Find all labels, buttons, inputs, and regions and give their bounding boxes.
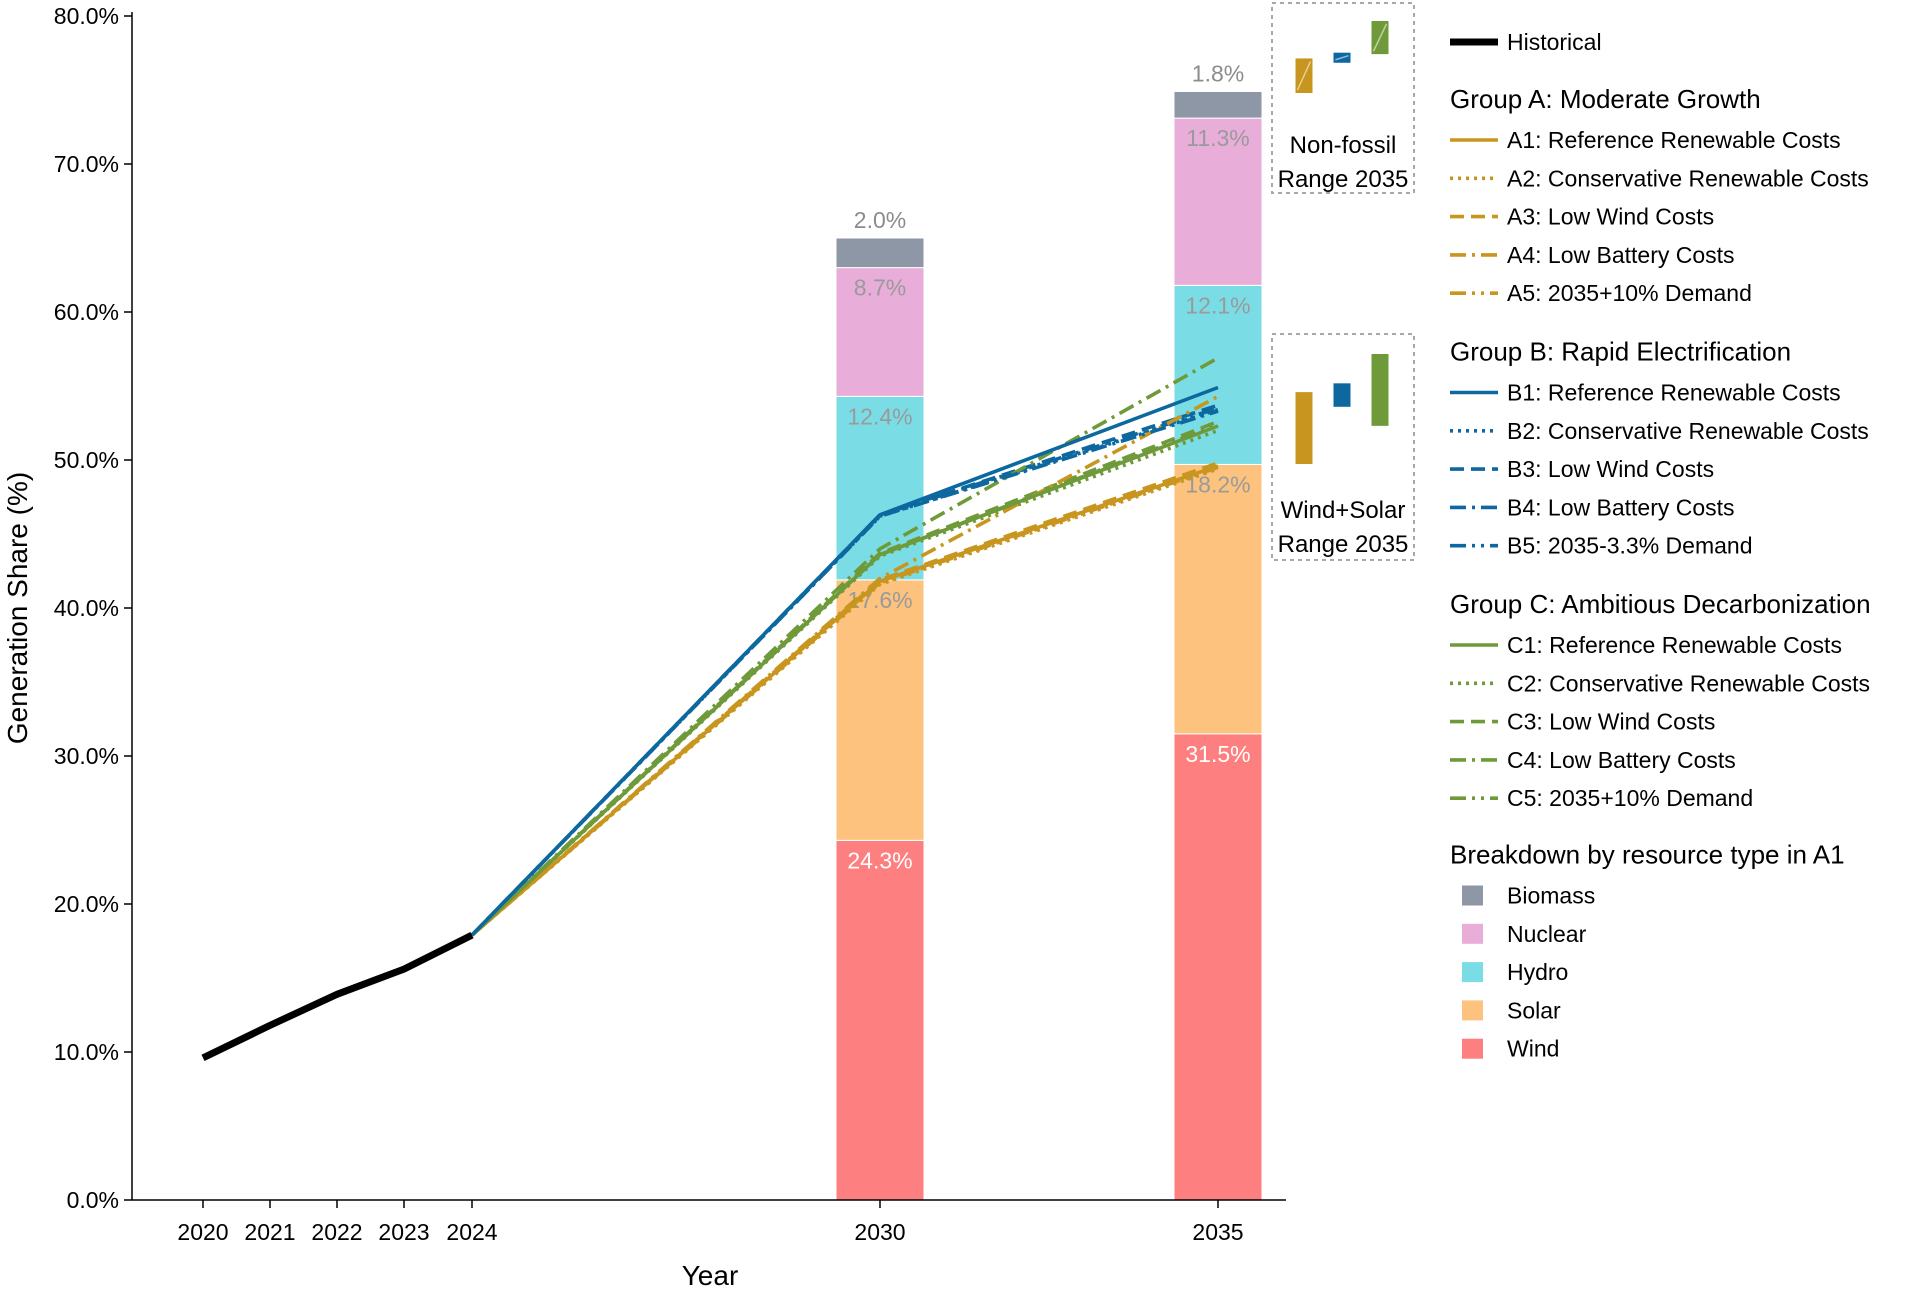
inset-range-bar-b — [1333, 383, 1351, 407]
legend-a3-label: A3: Low Wind Costs — [1507, 204, 1714, 230]
inset-hatch — [1335, 54, 1349, 61]
axes: 0.0% 10.0% 20.0% 30.0% 40.0% 50.0% 60.0% 70.0% 8… — [2, 3, 1286, 1289]
legend: Historical Group A: Moderate Growth A1: Re… — [1450, 29, 1871, 1062]
bar-label-wind-2030: 24.3% — [847, 847, 912, 873]
legend-wind-label: Wind — [1507, 1036, 1559, 1062]
x-tick-label: 2020 — [177, 1219, 228, 1245]
inset-hatch — [1296, 61, 1312, 91]
legend-group-title: Group A: Moderate Growth — [1450, 84, 1761, 114]
legend-c2-label: C2: Conservative Renewable Costs — [1507, 670, 1870, 696]
line-a2 — [470, 467, 1219, 937]
line-a4 — [470, 394, 1219, 937]
inset-range-bar-c — [1371, 354, 1389, 426]
y-tick-label: 0.0% — [67, 1187, 119, 1213]
legend-b4-label: B4: Low Battery Costs — [1507, 494, 1735, 520]
y-axis-title: Generation Share (%) — [2, 472, 33, 744]
line-a1 — [470, 464, 1219, 937]
legend-b1-label: B1: Reference Renewable Costs — [1507, 380, 1841, 406]
y-tick-label: 60.0% — [54, 299, 119, 325]
y-tick-label: 70.0% — [54, 151, 119, 177]
y-tick-label: 40.0% — [54, 595, 119, 621]
inset-title-line: Non-fossil — [1290, 132, 1397, 159]
legend-b3-label: B3: Low Wind Costs — [1507, 456, 1714, 482]
inset-range-bar-a — [1295, 392, 1313, 464]
inset-hatch — [1372, 23, 1388, 52]
legend-c3-label: C3: Low Wind Costs — [1507, 709, 1715, 735]
inset-title-line: Wind+Solar — [1281, 497, 1406, 524]
x-tick-label: 2022 — [311, 1219, 362, 1245]
legend-breakdown-title: Breakdown by resource type in A1 — [1450, 840, 1845, 870]
legend-solar-swatch — [1462, 1000, 1483, 1021]
bar-label-biomass-2030: 2.0% — [854, 207, 906, 233]
stacked-bars: 24.3%17.6%12.4%8.7%2.0%31.5%18.2%12.1%11… — [835, 60, 1263, 1201]
range-insets: Non-fossil Range 2035 Wind+Solar Range 2035 — [1271, 2, 1415, 561]
inset-title-line: Range 2035 — [1278, 531, 1409, 558]
legend-c5-label: C5: 2035+10% Demand — [1507, 785, 1753, 811]
x-tick-label: 2023 — [378, 1219, 429, 1245]
legend-a1-label: A1: Reference Renewable Costs — [1507, 127, 1841, 153]
legend-c4-label: C4: Low Battery Costs — [1507, 747, 1736, 773]
y-tick-label: 30.0% — [54, 743, 119, 769]
x-tick-label: 2035 — [1192, 1219, 1243, 1245]
bar-label-nuclear-2030: 8.7% — [854, 275, 906, 301]
bar-segment-biomass-2035 — [1173, 90, 1263, 119]
legend-hydro-label: Hydro — [1507, 959, 1568, 985]
legend-group-title: Group C: Ambitious Decarbonization — [1450, 589, 1871, 619]
line-c1 — [470, 424, 1219, 937]
legend-a4-label: A4: Low Battery Costs — [1507, 242, 1735, 268]
legend-a2-label: A2: Conservative Renewable Costs — [1507, 165, 1869, 191]
legend-b5-label: B5: 2035-3.3% Demand — [1507, 533, 1753, 559]
bar-segment-solar-2035 — [1173, 463, 1263, 735]
x-tick-label: 2024 — [446, 1219, 497, 1245]
inset-non-fossil: Non-fossil Range 2035 — [1271, 2, 1415, 194]
inset-frame — [1271, 2, 1415, 194]
legend-b2-label: B2: Conservative Renewable Costs — [1507, 418, 1869, 444]
legend-nuclear-swatch — [1462, 923, 1483, 944]
legend-biomass-swatch — [1462, 885, 1483, 906]
inset-frame — [1271, 333, 1415, 561]
legend-wind-swatch — [1462, 1038, 1483, 1059]
line-b5 — [470, 406, 1219, 937]
legend-c1-label: C1: Reference Renewable Costs — [1507, 632, 1842, 658]
y-tick-label: 20.0% — [54, 891, 119, 917]
legend-biomass-label: Biomass — [1507, 883, 1595, 909]
x-tick-label: 2021 — [244, 1219, 295, 1245]
legend-solar-label: Solar — [1507, 997, 1561, 1023]
legend-hydro-swatch — [1462, 962, 1483, 983]
bar-label-biomass-2035: 1.8% — [1192, 60, 1244, 86]
x-tick-label: 2030 — [854, 1219, 905, 1245]
legend-historical-label: Historical — [1507, 29, 1602, 55]
y-tick-label: 50.0% — [54, 447, 119, 473]
legend-group-title: Group B: Rapid Electrification — [1450, 337, 1791, 367]
line-historical — [201, 931, 474, 1062]
bar-label-nuclear-2035: 11.3% — [1186, 125, 1250, 151]
bar-segment-solar-2030 — [835, 579, 925, 841]
legend-a5-label: A5: 2035+10% Demand — [1507, 280, 1752, 306]
inset-title-line: Range 2035 — [1278, 166, 1409, 193]
inset-wind-solar: Wind+Solar Range 2035 — [1271, 333, 1415, 561]
bar-label-hydro-2035: 12.1% — [1185, 292, 1250, 318]
bar-segment-biomass-2030 — [835, 237, 925, 269]
bar-segment-wind-2035 — [1173, 733, 1263, 1201]
legend-nuclear-label: Nuclear — [1507, 921, 1587, 947]
y-tick-label: 10.0% — [54, 1039, 119, 1065]
x-axis-title: Year — [682, 1260, 739, 1289]
bar-label-hydro-2030: 12.4% — [847, 403, 912, 429]
y-tick-label: 80.0% — [54, 3, 119, 29]
bar-label-wind-2035: 31.5% — [1185, 741, 1250, 767]
line-b1 — [470, 385, 1219, 937]
bar-segment-wind-2030 — [835, 839, 925, 1201]
scenario-lines — [201, 356, 1219, 1062]
